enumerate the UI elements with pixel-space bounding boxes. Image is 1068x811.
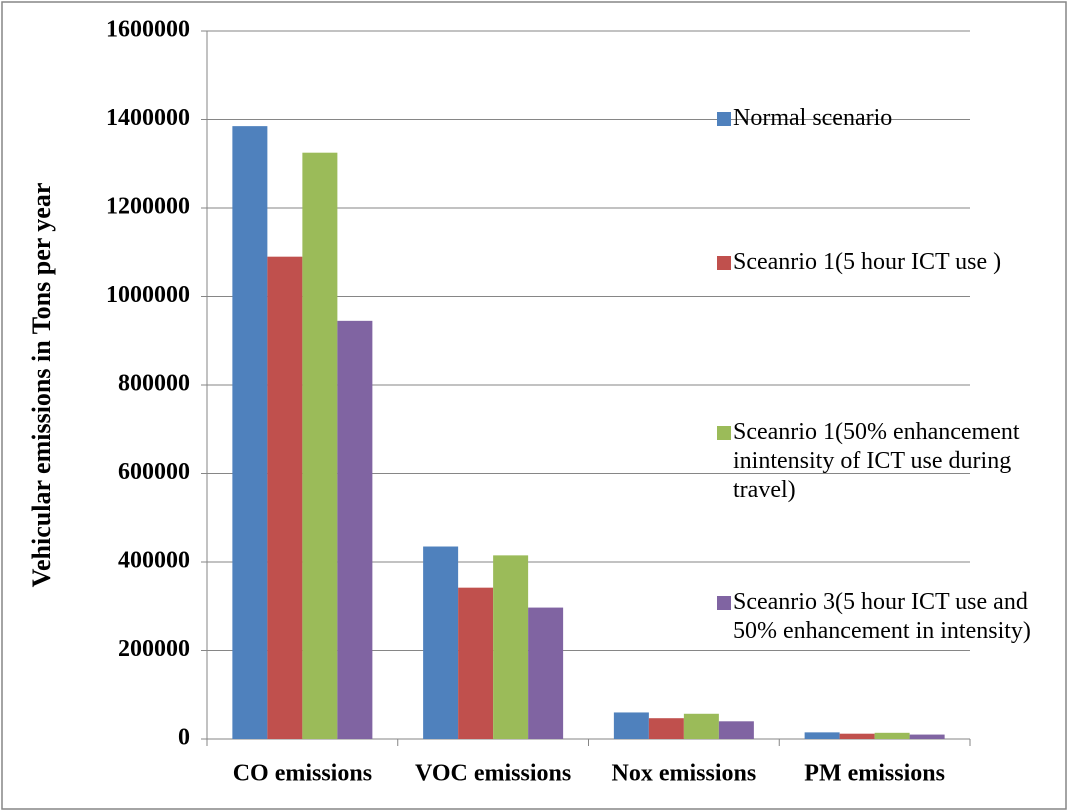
y-tick-label: 400000 (118, 548, 190, 574)
bar (267, 256, 303, 739)
bar (302, 152, 338, 739)
x-tick-label: PM emissions (804, 761, 945, 787)
bar (458, 587, 494, 739)
bar (528, 607, 564, 739)
x-tick-label: Nox emissions (612, 761, 757, 787)
bar (683, 713, 719, 739)
bar (423, 546, 459, 739)
bar (493, 555, 529, 739)
y-tick-label: 800000 (118, 371, 190, 397)
bar (718, 721, 754, 739)
bar (874, 732, 910, 739)
bar (839, 733, 875, 739)
legend-item: Normal scenario (717, 104, 1062, 133)
legend-swatch (717, 426, 731, 440)
legend-swatch (717, 256, 731, 270)
bar (909, 734, 945, 739)
y-axis-title: Vehicular emissions in Tons per year (27, 183, 56, 588)
y-tick-label: 0 (178, 725, 190, 751)
y-tick-label: 1200000 (106, 194, 190, 220)
legend-label: Sceanrio 3(5 hour ICT use and 50% enhanc… (733, 589, 1031, 644)
y-tick-label: 1400000 (106, 105, 190, 131)
bar (613, 712, 649, 739)
bar (648, 718, 684, 739)
legend-label: Sceanrio 1(5 hour ICT use ) (733, 249, 1002, 275)
x-tick-label: CO emissions (233, 761, 372, 787)
x-tick-label: VOC emissions (415, 761, 571, 787)
y-tick-label: 200000 (118, 636, 190, 662)
bar (804, 732, 840, 739)
legend-item: Sceanrio 1(5 hour ICT use ) (717, 248, 1062, 277)
legend-item: Sceanrio 3(5 hour ICT use and 50% enhanc… (717, 588, 1062, 646)
y-tick-label: 1600000 (106, 17, 190, 43)
bar (337, 320, 373, 739)
legend-label: Normal scenario (733, 105, 893, 131)
legend-swatch (717, 112, 731, 126)
bar (232, 126, 268, 739)
legend-label: Sceanrio 1(50% enhancement inintensity o… (733, 419, 1020, 503)
y-tick-label: 1000000 (106, 282, 190, 308)
legend-item: Sceanrio 1(50% enhancement inintensity o… (717, 418, 1062, 505)
legend-swatch (717, 596, 731, 610)
y-tick-label: 600000 (118, 459, 190, 485)
